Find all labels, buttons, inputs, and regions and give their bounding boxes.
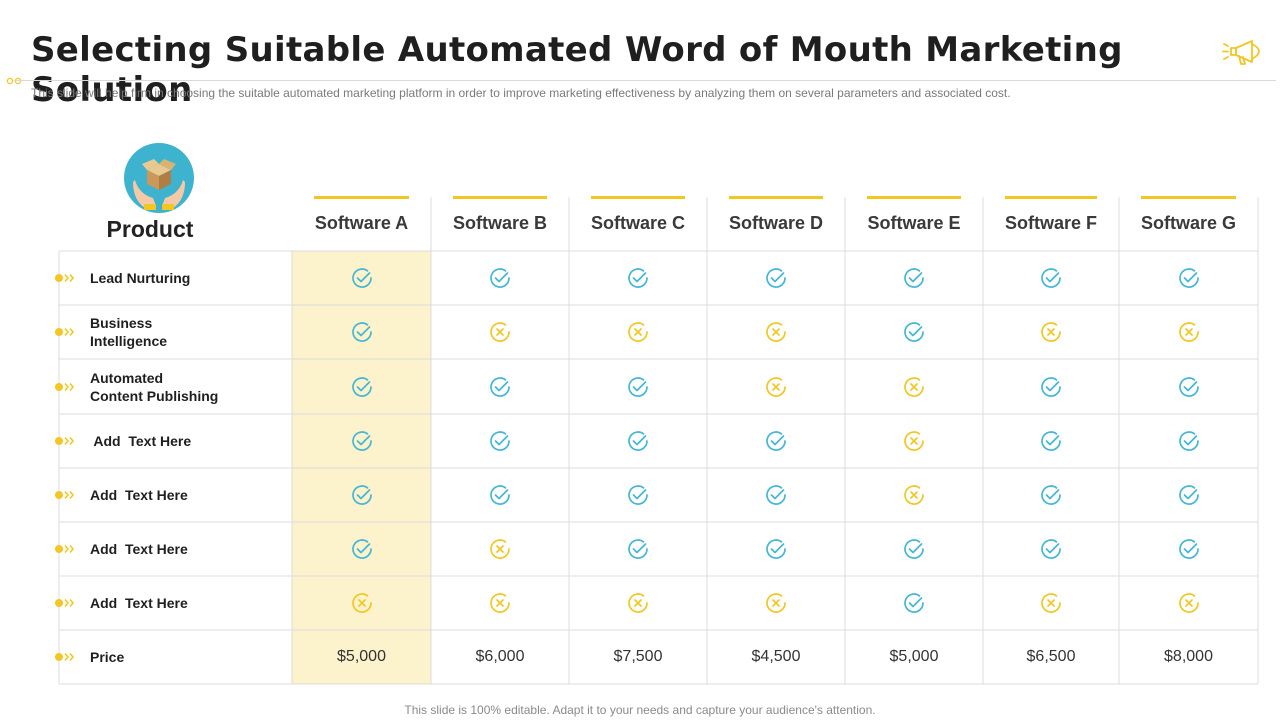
column-accent-bar <box>1141 196 1236 199</box>
column-header: Software D <box>728 213 824 233</box>
check-icon <box>490 268 510 288</box>
column-accent-bar <box>867 196 961 199</box>
check-icon <box>904 322 924 342</box>
row-bullet-icon <box>55 490 75 500</box>
price-value: $6,000 <box>475 648 525 665</box>
check-icon <box>1178 376 1199 397</box>
check-icon <box>628 539 648 559</box>
check-icon <box>1041 539 1061 559</box>
row-bullet-icon <box>55 598 75 608</box>
row-label: Add Text Here <box>90 487 188 503</box>
check-icon <box>1178 539 1199 559</box>
cross-icon <box>904 376 924 397</box>
price-value: $4,500 <box>751 648 801 665</box>
row-label: Add Text Here <box>90 595 188 611</box>
cross-icon <box>904 431 924 451</box>
check-icon <box>1041 485 1061 505</box>
check-icon <box>490 431 510 451</box>
row-label: Add Text Here <box>90 541 188 557</box>
row-bullet-icon <box>55 436 75 446</box>
row-bullet-icon <box>55 273 75 283</box>
check-icon <box>351 322 372 342</box>
subtitle: This slide will help firm in choosing th… <box>31 86 1011 100</box>
price-value: $5,000 <box>337 648 386 665</box>
price-value: $6,500 <box>1026 648 1076 665</box>
check-icon <box>628 376 648 397</box>
megaphone-icon <box>1222 40 1260 65</box>
column-header: Software G <box>1140 213 1237 233</box>
check-icon <box>1178 268 1199 288</box>
check-icon <box>904 539 924 559</box>
cross-icon <box>490 539 510 559</box>
check-icon <box>1178 431 1199 451</box>
column-accent-bar <box>729 196 823 199</box>
cross-icon <box>490 593 510 613</box>
check-icon <box>904 593 924 613</box>
cross-icon <box>766 322 786 342</box>
check-icon <box>628 268 648 288</box>
rule-dots-icon <box>6 77 22 85</box>
cross-icon <box>1041 322 1061 342</box>
cross-icon <box>766 593 786 613</box>
check-icon <box>351 485 372 505</box>
price-value: $8,000 <box>1164 648 1213 665</box>
product-header: Product <box>106 216 194 242</box>
row-label: Add Text Here <box>90 433 192 449</box>
check-icon <box>1041 268 1061 288</box>
column-accent-bar <box>453 196 547 199</box>
check-icon <box>628 485 648 505</box>
row-bullet-icon <box>55 327 75 337</box>
check-icon <box>766 268 786 288</box>
cross-icon <box>351 593 372 613</box>
cross-icon <box>628 322 648 342</box>
check-icon <box>766 539 786 559</box>
column-header: Software F <box>1004 213 1097 233</box>
check-icon <box>351 539 372 559</box>
cross-icon <box>1178 322 1199 342</box>
check-icon <box>628 431 648 451</box>
check-icon <box>490 485 510 505</box>
row-bullet-icon <box>55 652 75 662</box>
check-icon <box>904 268 924 288</box>
row-label: Automated Content Publishing <box>90 369 219 404</box>
check-icon <box>490 376 510 397</box>
cross-icon <box>628 593 648 613</box>
footer-note: This slide is 100% editable. Adapt it to… <box>404 703 876 717</box>
cross-icon <box>490 322 510 342</box>
cross-icon <box>766 376 786 397</box>
check-icon <box>1041 376 1061 397</box>
product-box-icon <box>124 143 194 213</box>
price-value: $5,000 <box>889 648 939 665</box>
check-icon <box>351 431 372 451</box>
check-icon <box>351 268 372 288</box>
title-divider <box>14 80 1276 81</box>
column-header: Software B <box>452 213 548 233</box>
row-bullet-icon <box>55 382 75 391</box>
price-value: $7,500 <box>613 648 663 665</box>
column-accent-bar <box>314 196 409 199</box>
check-icon <box>766 431 786 451</box>
check-icon <box>1178 485 1199 505</box>
cross-icon <box>1041 593 1061 613</box>
check-icon <box>1041 431 1061 451</box>
cross-icon <box>1178 593 1199 613</box>
column-accent-bar <box>1005 196 1097 199</box>
cross-icon <box>904 485 924 505</box>
row-label: Lead Nurturing <box>90 270 191 286</box>
check-icon <box>766 485 786 505</box>
column-header: Software E <box>867 213 961 233</box>
price-label: Price <box>90 649 125 665</box>
column-header: Software C <box>590 213 686 233</box>
row-label: Business Intelligence <box>90 315 168 349</box>
page-title: Selecting Suitable Automated Word of Mou… <box>31 30 1123 110</box>
column-header: Software A <box>314 213 409 233</box>
column-accent-bar <box>591 196 685 199</box>
check-icon <box>351 376 372 397</box>
row-bullet-icon <box>55 544 75 554</box>
